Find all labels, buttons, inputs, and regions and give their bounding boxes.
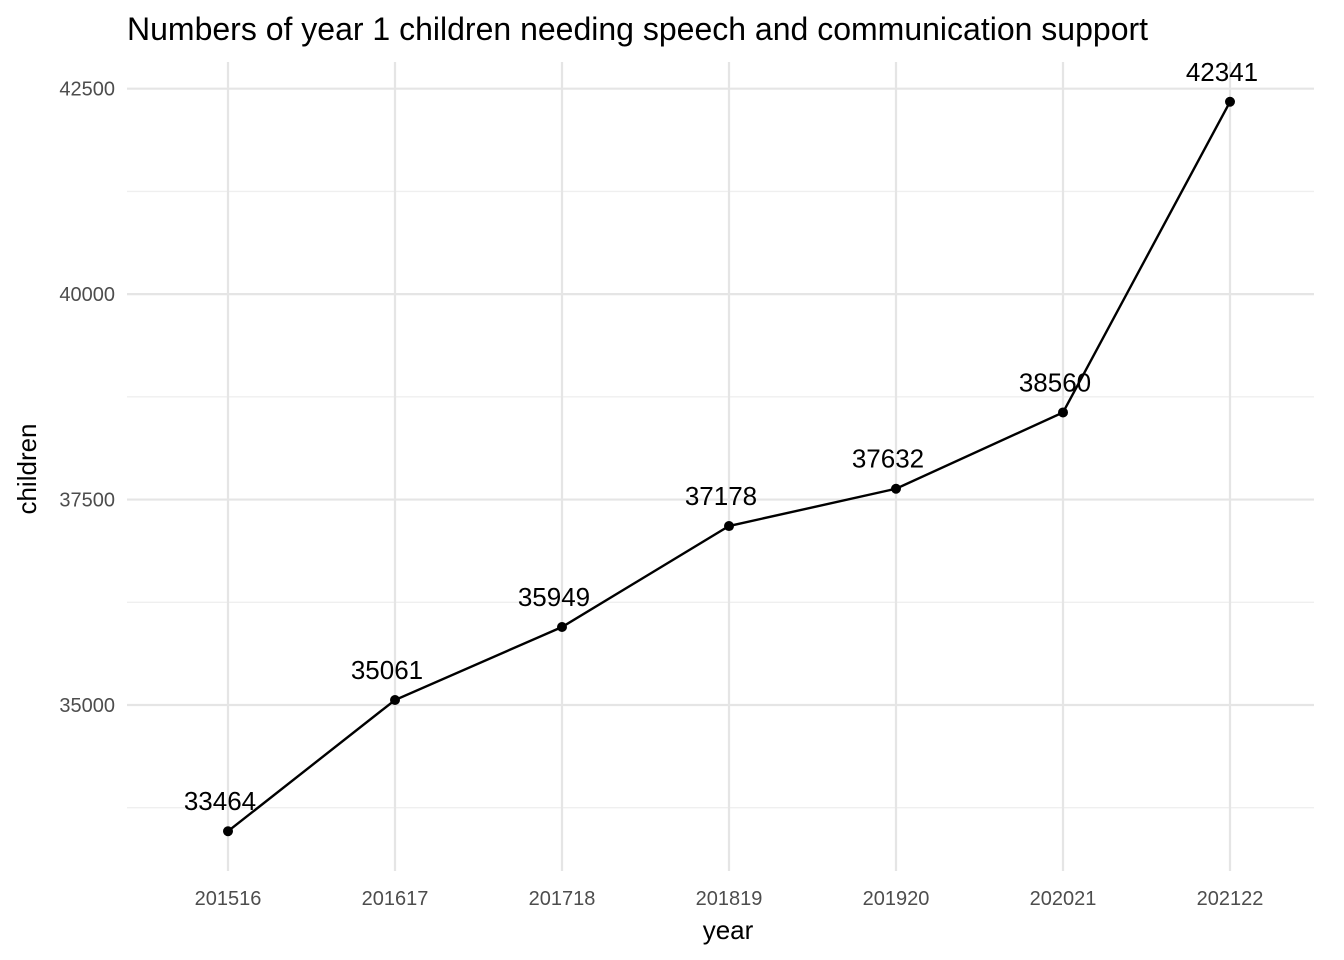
y-tick-label: 42500	[59, 79, 115, 101]
y-axis-title: children	[12, 423, 42, 514]
data-label: 37632	[852, 444, 924, 474]
data-label: 33464	[184, 786, 256, 816]
data-point	[1058, 407, 1068, 418]
x-tick-label: 201617	[362, 888, 429, 910]
data-point	[223, 826, 233, 837]
x-axis-ticks: 201516 201617 201718 201819 201920 202021 2021…	[195, 888, 1264, 910]
x-tick-label: 201920	[863, 888, 930, 910]
data-point	[390, 694, 400, 705]
data-label: 38560	[1019, 367, 1091, 397]
data-point	[891, 483, 901, 494]
data-labels: 33464 35061 35949 37178 37632 38560 42341	[184, 57, 1258, 816]
x-tick-label: 202122	[1197, 888, 1264, 910]
major-gridlines	[127, 62, 1314, 871]
x-tick-label: 201516	[195, 888, 262, 910]
data-point	[724, 521, 734, 532]
x-axis-title: year	[703, 915, 754, 945]
y-tick-label: 37500	[59, 490, 115, 512]
x-tick-label: 201718	[529, 888, 596, 910]
data-label: 42341	[1186, 57, 1258, 87]
data-point	[1225, 96, 1235, 107]
data-label: 35949	[518, 582, 590, 612]
minor-gridlines	[127, 190, 1314, 809]
data-label: 35061	[351, 655, 423, 685]
data-label: 37178	[685, 481, 757, 511]
y-tick-label: 35000	[59, 695, 115, 717]
y-tick-label: 40000	[59, 284, 115, 306]
series-children	[223, 96, 1235, 837]
x-tick-label: 201819	[696, 888, 763, 910]
x-tick-label: 202021	[1030, 888, 1097, 910]
y-axis-ticks: 35000 37500 40000 42500	[59, 79, 115, 717]
data-point	[557, 622, 567, 633]
chart-title: Numbers of year 1 children needing speec…	[127, 11, 1148, 47]
